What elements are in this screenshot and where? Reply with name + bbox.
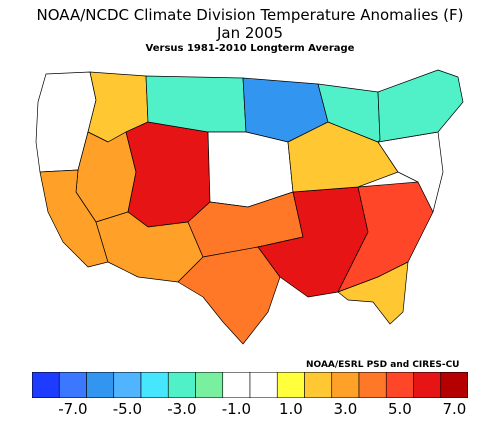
region-central-plains [207, 131, 294, 208]
region-northeast [377, 69, 464, 143]
colorbar-tick-label: 1.0 [278, 400, 303, 418]
colorbar-swatch [440, 372, 468, 398]
colorbar [32, 372, 468, 398]
colorbar-tick-label: 7.0 [442, 400, 467, 418]
colorbar-swatch [249, 372, 278, 398]
colorbar-swatch [276, 372, 305, 398]
colorbar-swatch [140, 372, 169, 398]
map-title: NOAA/NCDC Climate Division Temperature A… [36, 6, 464, 24]
colorbar-swatch [331, 372, 360, 398]
colorbar-swatch [113, 372, 142, 398]
colorbar-tick-label: 3.0 [333, 400, 358, 418]
colorbar-swatch [385, 372, 414, 398]
colorbar-swatch [32, 372, 60, 398]
colorbar-tick-labels: -7.0 -5.0 -3.0 -1.0 1.0 3.0 5.0 7.0 [0, 400, 500, 420]
colorbar-swatch [222, 372, 251, 398]
region-northern-plains [145, 75, 247, 133]
us-temperature-anomaly-map [35, 69, 464, 345]
region-utah-colorado [125, 121, 211, 228]
colorbar-swatch [86, 372, 115, 398]
colorbar-tick-label: -7.0 [58, 400, 88, 418]
colorbar-swatch [413, 372, 442, 398]
colorbar-tick-label: -3.0 [167, 400, 197, 418]
colorbar-tick-label: -1.0 [221, 400, 252, 418]
colorbar-swatch [167, 372, 196, 398]
colorbar-tick-label: -5.0 [112, 400, 143, 418]
colorbar-swatch [195, 372, 224, 398]
map-subtitle: Jan 2005 [216, 24, 284, 42]
colorbar-tick-label: 5.0 [387, 400, 412, 418]
data-credit: NOAA/ESRL PSD and CIRES-CU [306, 360, 460, 370]
colorbar-swatch [58, 372, 87, 398]
region-texas [177, 246, 281, 345]
colorbar-swatch [304, 372, 333, 398]
region-florida [337, 261, 409, 325]
colorbar-swatch [358, 372, 387, 398]
baseline-note: Versus 1981-2010 Longterm Average [145, 43, 355, 54]
